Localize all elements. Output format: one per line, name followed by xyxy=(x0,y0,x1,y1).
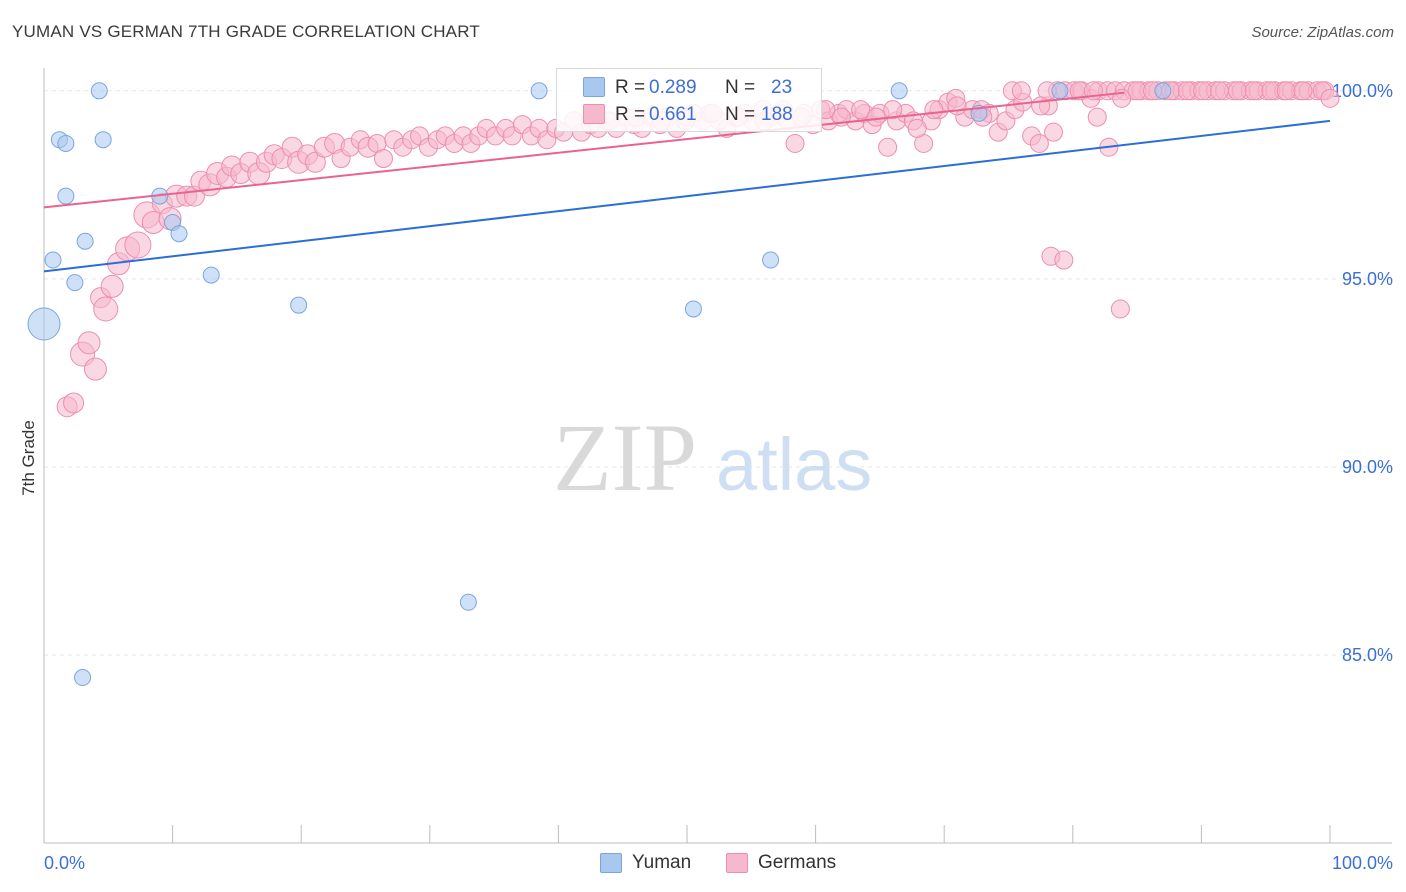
point-yuman-7 xyxy=(74,669,92,687)
point-yuman-19 xyxy=(890,82,908,100)
y-axis-label: 7th Grade xyxy=(19,420,38,496)
point-germans-176 xyxy=(883,100,903,120)
point-germans-167 xyxy=(1276,81,1296,101)
point-yuman-16 xyxy=(530,82,548,100)
point-germans-40 xyxy=(374,149,394,169)
watermark-zip: ZIP xyxy=(553,404,697,511)
point-yuman-17 xyxy=(684,300,702,318)
point-germans-164 xyxy=(1227,81,1247,101)
point-yuman-5 xyxy=(66,274,84,292)
legend-r-label: R = xyxy=(615,77,646,98)
legend-r-value-yuman: 0.289 xyxy=(649,77,697,98)
legend-r-label: R = xyxy=(615,104,646,125)
point-germans-165 xyxy=(1244,81,1264,101)
point-germans-178 xyxy=(851,100,871,120)
bottom-legend-label-germans: Germans xyxy=(758,852,837,873)
point-germans-162 xyxy=(1193,81,1213,101)
y-tick-label-2: 90.0% xyxy=(1342,457,1393,477)
trendline-germans xyxy=(43,91,1125,209)
point-germans-1 xyxy=(63,392,85,414)
point-germans-163 xyxy=(1209,81,1229,101)
point-yuman-1 xyxy=(44,251,62,269)
point-yuman-13 xyxy=(202,266,220,284)
point-germans-153 xyxy=(1011,81,1031,101)
point-germans-6 xyxy=(93,296,119,322)
point-yuman-15 xyxy=(459,593,477,611)
x-tick-label-0: 0.0% xyxy=(44,853,85,873)
point-germans-3 xyxy=(77,331,101,355)
point-germans-171 xyxy=(947,96,967,116)
legend-n-label: N = xyxy=(725,77,756,98)
point-germans-99 xyxy=(878,137,898,157)
point-germans-4 xyxy=(83,357,107,381)
trendline-yuman xyxy=(43,119,1331,273)
x-tick-label-1: 100.0% xyxy=(1332,853,1393,873)
point-yuman-9 xyxy=(94,131,112,149)
point-germans-174 xyxy=(924,100,944,120)
point-germans-10 xyxy=(124,231,152,259)
legend-r-value-germans: 0.661 xyxy=(649,104,697,125)
legend-n-label: N = xyxy=(725,104,756,125)
point-germans-175 xyxy=(907,118,927,138)
watermark-atlas: atlas xyxy=(716,423,872,506)
correlation-legend: R = 0.289 N = 23 R = 0.661 N = 188 xyxy=(556,68,822,132)
point-yuman-12 xyxy=(170,225,188,243)
point-yuman-21 xyxy=(1051,82,1069,100)
y-tick-label-1: 95.0% xyxy=(1342,269,1393,289)
point-germans-88 xyxy=(785,133,805,153)
bottom-legend-label-yuman: Yuman xyxy=(632,852,692,873)
point-yuman-4 xyxy=(57,187,75,205)
point-germans-194 xyxy=(1054,250,1074,270)
chart-source: Source: ZipAtlas.com xyxy=(1251,24,1394,41)
point-yuman-3 xyxy=(57,134,75,152)
point-germans-170 xyxy=(1320,88,1340,108)
legend-swatch-germans xyxy=(583,104,605,124)
point-germans-190 xyxy=(1044,122,1064,142)
y-tick-label-0: 100.0% xyxy=(1332,81,1393,101)
point-yuman-14 xyxy=(290,296,308,314)
point-yuman-8 xyxy=(90,82,108,100)
point-germans-7 xyxy=(100,274,124,298)
bottom-legend-swatch-yuman xyxy=(600,853,622,873)
legend-n-value-germans: 188 xyxy=(761,104,793,125)
point-germans-195 xyxy=(1110,299,1130,319)
point-yuman-18 xyxy=(762,251,780,269)
bottom-legend-swatch-germans xyxy=(726,853,748,873)
point-yuman-6 xyxy=(76,232,94,250)
point-germans-117 xyxy=(1029,133,1049,153)
chart-title: YUMAN VS GERMAN 7TH GRADE CORRELATION CH… xyxy=(12,22,480,41)
legend-swatch-yuman xyxy=(583,77,605,97)
y-tick-label-3: 85.0% xyxy=(1342,645,1393,665)
point-germans-168 xyxy=(1293,81,1313,101)
point-germans-173 xyxy=(1031,96,1051,116)
point-yuman-22 xyxy=(1154,82,1172,100)
point-germans-191 xyxy=(1087,107,1107,127)
point-yuman-0 xyxy=(27,307,61,341)
legend-n-value-yuman: 23 xyxy=(771,77,793,98)
